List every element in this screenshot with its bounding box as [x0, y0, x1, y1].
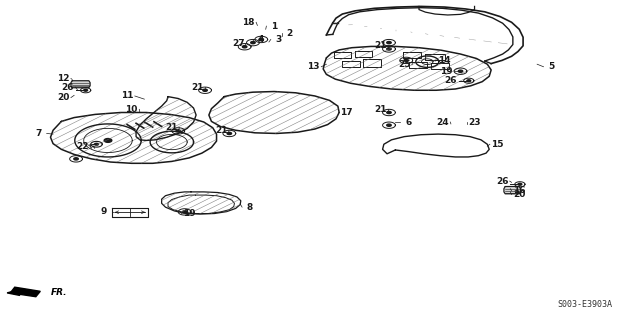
Text: 22: 22	[76, 142, 89, 151]
Text: 19: 19	[183, 209, 195, 218]
Polygon shape	[95, 143, 99, 145]
Text: 13: 13	[307, 62, 320, 71]
Polygon shape	[10, 287, 40, 297]
Polygon shape	[104, 138, 112, 142]
Text: 11: 11	[121, 92, 133, 100]
Text: 2: 2	[286, 29, 292, 38]
Text: 10: 10	[125, 105, 138, 114]
Text: 23: 23	[468, 117, 481, 127]
Polygon shape	[518, 183, 522, 185]
Polygon shape	[7, 290, 20, 295]
Polygon shape	[71, 81, 90, 88]
Polygon shape	[404, 59, 408, 62]
Polygon shape	[243, 46, 247, 48]
Text: 5: 5	[548, 62, 554, 71]
Text: 21: 21	[191, 83, 204, 92]
Text: 12: 12	[57, 74, 70, 83]
Polygon shape	[467, 80, 470, 82]
Text: 6: 6	[405, 117, 412, 127]
Polygon shape	[251, 41, 255, 44]
Text: 21: 21	[374, 41, 387, 50]
Text: 20: 20	[513, 190, 525, 199]
Text: 27: 27	[232, 39, 244, 48]
Polygon shape	[74, 158, 78, 160]
Text: 4: 4	[258, 35, 264, 44]
Text: 1: 1	[271, 22, 277, 31]
Text: 15: 15	[492, 140, 504, 149]
Text: 17: 17	[340, 108, 353, 117]
Polygon shape	[227, 132, 232, 135]
Text: 3: 3	[275, 35, 282, 44]
Polygon shape	[458, 70, 463, 72]
Text: 18: 18	[242, 18, 255, 27]
Text: 14: 14	[438, 56, 451, 65]
Text: 7: 7	[36, 129, 42, 138]
Polygon shape	[504, 187, 520, 194]
Text: 21: 21	[374, 105, 387, 114]
Polygon shape	[259, 38, 264, 41]
Text: FR.: FR.	[51, 288, 67, 297]
Text: S003-E3903A: S003-E3903A	[557, 300, 612, 309]
Text: 8: 8	[246, 203, 253, 211]
Text: 26: 26	[61, 83, 74, 92]
Text: 9: 9	[101, 207, 108, 216]
Polygon shape	[387, 124, 391, 126]
Polygon shape	[182, 211, 187, 213]
Polygon shape	[84, 89, 88, 91]
Polygon shape	[176, 130, 180, 132]
Text: 19: 19	[440, 67, 452, 76]
Polygon shape	[203, 89, 207, 91]
Text: 21: 21	[215, 126, 227, 135]
Polygon shape	[387, 41, 391, 44]
Text: 26: 26	[496, 177, 508, 186]
Text: 26: 26	[445, 76, 457, 85]
Text: 16: 16	[513, 186, 525, 195]
Text: 24: 24	[436, 117, 449, 127]
Text: 25: 25	[398, 60, 410, 69]
Text: 21: 21	[166, 123, 178, 132]
Polygon shape	[387, 111, 391, 114]
Polygon shape	[387, 48, 391, 50]
Text: 20: 20	[57, 93, 70, 102]
